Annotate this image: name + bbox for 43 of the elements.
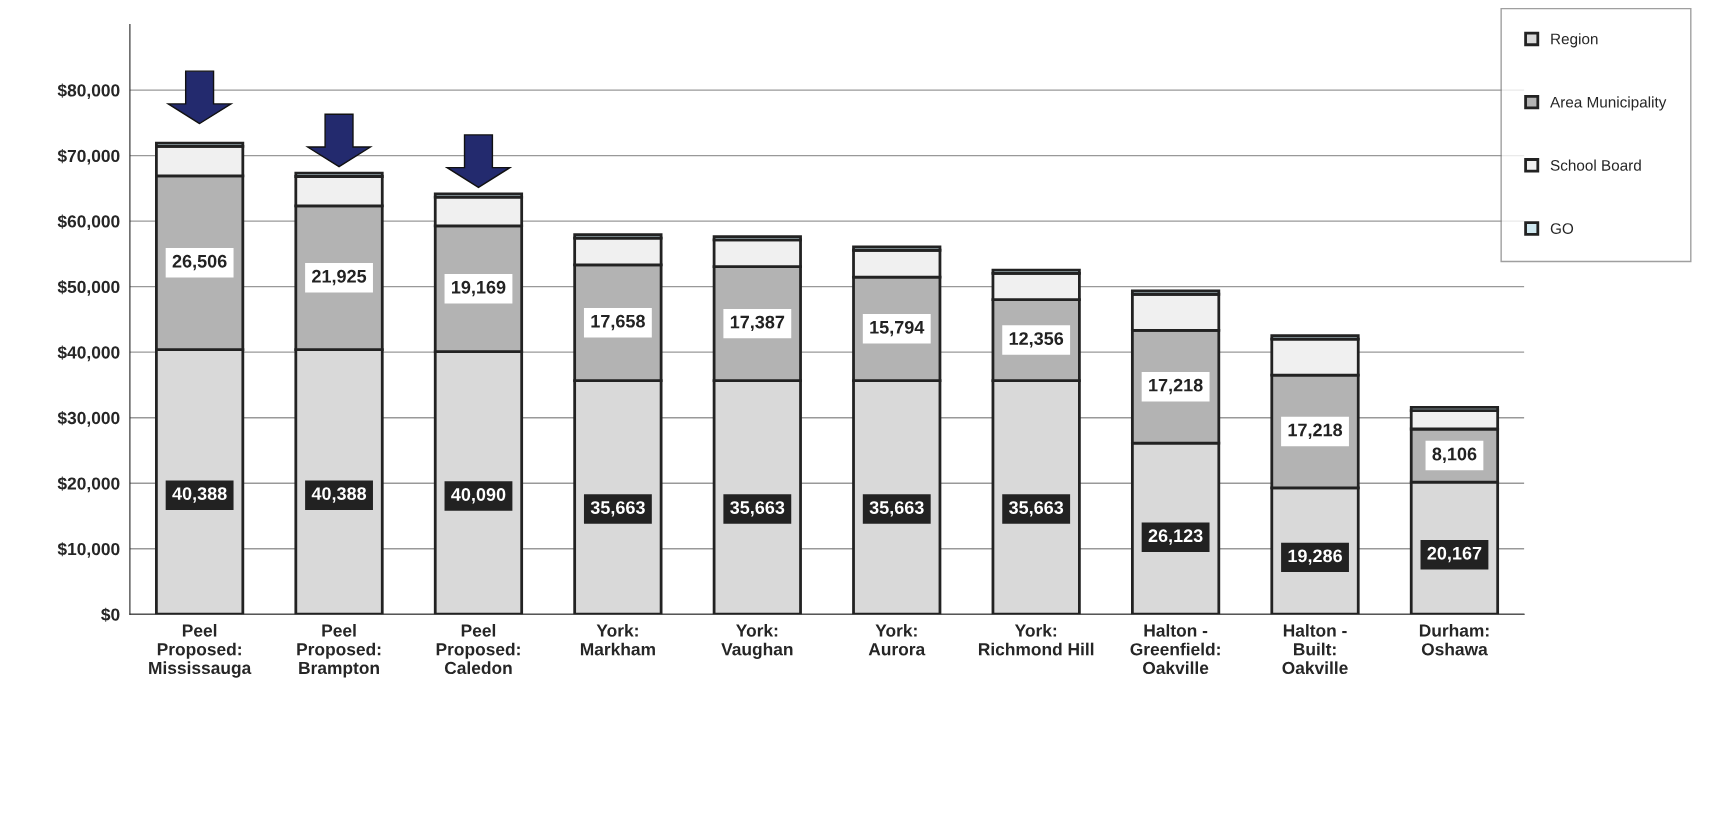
x-tick-label: Halton - Built: Oakville: [1282, 623, 1348, 675]
legend-label: GO: [1550, 223, 1574, 234]
y-tick-label: $70,000: [57, 149, 120, 165]
data-label: 21,925: [312, 269, 367, 286]
data-label: 15,794: [870, 320, 925, 337]
x-tick-label: York: Richmond Hill: [978, 623, 1094, 656]
y-tick-label: $30,000: [57, 411, 120, 427]
data-label: 17,218: [1149, 378, 1203, 395]
x-tick-label: York: Aurora: [868, 623, 926, 656]
y-tick-label: $40,000: [57, 345, 120, 362]
y-tick-label: $80,000: [57, 83, 120, 100]
y-tick-label: $0: [101, 607, 120, 622]
x-tick-label: Peel Proposed: Mississauga: [149, 623, 252, 678]
data-label: 35,663: [869, 501, 924, 517]
legend-label: Area Municipality: [1550, 96, 1667, 111]
data-label: 19,286: [1288, 549, 1342, 565]
x-tick-label: York: Vaughan: [721, 623, 793, 659]
data-label: 17,658: [591, 314, 645, 331]
data-label: 35,663: [590, 501, 645, 517]
data-label: 26,123: [1148, 529, 1203, 545]
x-tick-label: York: Markham: [580, 623, 655, 656]
data-label: 40,388: [172, 487, 227, 503]
data-label: 19,169: [451, 280, 506, 297]
data-label: 40,388: [311, 487, 367, 503]
data-label: 17,387: [730, 315, 785, 332]
x-tick-label: Durham: Oshawa: [1419, 623, 1489, 656]
legend-label: School Board: [1550, 159, 1641, 171]
y-tick-label: $60,000: [57, 214, 120, 231]
data-label: 20,167: [1427, 546, 1482, 563]
data-label: 12,356: [1009, 332, 1064, 348]
data-label: 17,218: [1288, 423, 1343, 439]
y-tick-label: $50,000: [57, 280, 120, 296]
data-label: 35,663: [1008, 501, 1064, 517]
x-tick-label: Peel Proposed: Caledon: [436, 623, 520, 675]
data-label: 8,106: [1432, 447, 1477, 464]
y-tick-label: $20,000: [57, 476, 120, 493]
data-label: 35,663: [730, 501, 785, 517]
data-label: 40,090: [451, 488, 506, 504]
y-tick-label: $10,000: [57, 542, 120, 558]
x-tick-label: Peel Proposed: Brampton: [297, 623, 381, 678]
legend-label: Region: [1551, 33, 1598, 48]
data-label: 26,506: [172, 254, 227, 271]
x-tick-label: Halton - Greenfield: Oakville: [1130, 623, 1220, 675]
